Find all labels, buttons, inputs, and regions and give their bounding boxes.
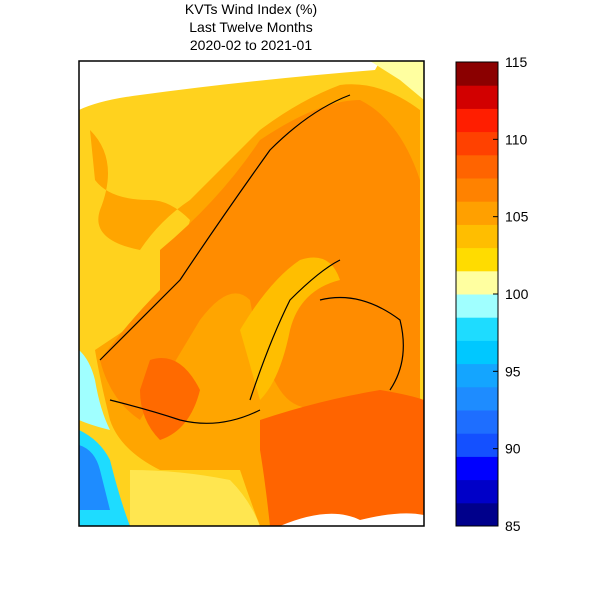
colorbar-segment	[456, 178, 498, 202]
colorbar-segment	[456, 85, 498, 109]
colorbar-segment	[456, 456, 498, 481]
colorbar-segment	[456, 410, 498, 434]
colorbar-tick-label: 110	[505, 131, 528, 147]
map	[78, 60, 425, 527]
colorbar-tick-label: 105	[505, 209, 529, 225]
colorbar-segment	[456, 317, 498, 341]
colorbar-tick-label: 100	[505, 286, 529, 302]
colorbar-segment	[456, 224, 498, 249]
colorbar-segment	[456, 479, 498, 504]
title: KVTs Wind Index (%)	[185, 1, 317, 17]
colorbar-segment	[456, 502, 498, 527]
period: 2020-02 to 2021-01	[190, 37, 312, 53]
colorbar-tick-label: 90	[505, 441, 521, 457]
colorbar-segment	[456, 154, 498, 179]
colorbar-segment	[456, 270, 498, 295]
colorbar-tick-label: 95	[505, 363, 521, 379]
colorbar-segment	[456, 247, 498, 272]
colorbar-segment	[456, 340, 498, 365]
colorbar-segment	[456, 201, 498, 225]
colorbar-tick-label: 85	[505, 518, 521, 534]
colorbar-segment	[456, 294, 498, 318]
colorbar-segment	[456, 62, 498, 86]
colorbar-segment	[456, 433, 498, 457]
subtitle: Last Twelve Months	[189, 19, 312, 35]
colorbar-tick-label: 115	[505, 54, 528, 70]
colorbar-segment	[456, 386, 498, 411]
colorbar: 85 90 95 100 105 110 115	[455, 54, 529, 534]
colorbar-segment	[456, 108, 498, 133]
colorbar-segment	[456, 363, 498, 388]
colorbar-segment	[456, 131, 498, 156]
